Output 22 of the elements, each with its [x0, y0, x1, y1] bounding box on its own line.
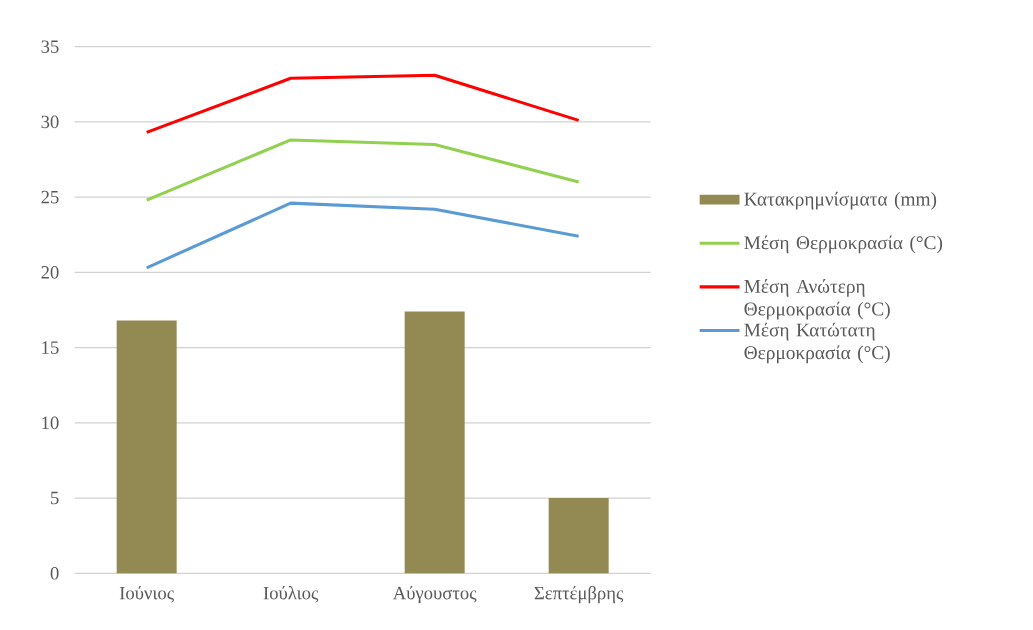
legend-label: Κατακρημνίσματα (mm) [744, 191, 937, 210]
bar [548, 498, 609, 574]
legend-label: Μέση Κατώτατη Θερμοκρασία (°C) [744, 322, 890, 364]
bar [116, 320, 177, 574]
y-tick-label: 25 [41, 190, 59, 204]
x-tick-label: Ιούλιος [263, 586, 319, 603]
line-series [145, 73, 581, 134]
y-tick-label: 35 [41, 40, 59, 53]
bar [404, 311, 465, 574]
y-tick-label: 15 [42, 341, 59, 354]
line-series [145, 138, 581, 202]
y-tick-label: 0 [50, 567, 59, 580]
x-tick-label: Ιούνιος [119, 586, 174, 603]
x-tick-label: Σεπτέμβρης [534, 586, 624, 604]
x-tick-label: Αύγουστος [392, 586, 477, 604]
y-tick-label: 20 [41, 266, 59, 279]
y-tick-label: 10 [42, 416, 59, 430]
y-tick-label: 30 [41, 115, 59, 129]
legend-label: Μέση Θερμοκρασία (°C) [744, 235, 943, 254]
legend-label: Μέση Ανώτερη Θερμοκρασία (°C) [744, 279, 890, 320]
line-series [145, 201, 581, 270]
y-tick-label: 5 [51, 491, 59, 505]
